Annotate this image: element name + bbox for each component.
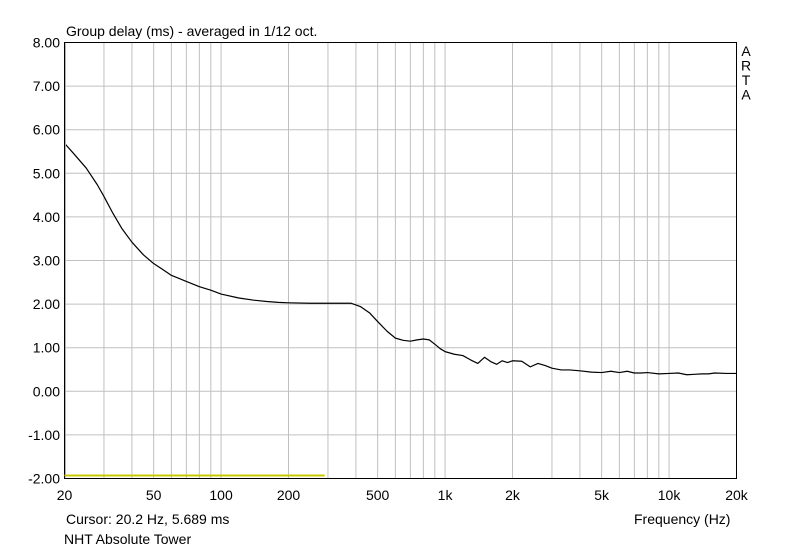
series-layer [64, 43, 737, 478]
x-tick-label: 200 [277, 487, 301, 503]
chart-title: Group delay (ms) - averaged in 1/12 oct. [66, 23, 317, 39]
plot-frame [64, 42, 737, 479]
y-tick-label: 1.00 [33, 340, 60, 356]
watermark-letter: R [741, 58, 751, 74]
y-tick-label: -1.00 [28, 427, 60, 443]
x-tick-label: 1k [438, 487, 454, 503]
x-axis-label: Frequency (Hz) [634, 511, 731, 527]
device-label: NHT Absolute Tower [64, 531, 192, 547]
series-line-group-delay [64, 142, 737, 376]
y-tick-label: 6.00 [33, 122, 60, 138]
y-tick-label: 7.00 [33, 78, 60, 94]
y-tick-label: 8.00 [33, 35, 60, 51]
x-tick-label: 2k [505, 487, 521, 503]
x-tick-label: 500 [366, 487, 390, 503]
y-tick-label: 3.00 [33, 253, 60, 269]
y-tick-label: 4.00 [33, 209, 60, 225]
x-tick-label: 100 [209, 487, 233, 503]
x-tick-label: 20k [725, 487, 749, 503]
y-tick-label: 0.00 [33, 383, 60, 399]
grid [64, 42, 737, 479]
x-tick-label: 5k [594, 487, 610, 503]
y-tick-label: 2.00 [33, 296, 60, 312]
axis-tick-labels: 8.00 7.00 6.00 5.00 4.00 3.00 2.00 1.00 0.00 -1.0… [28, 35, 749, 504]
watermark-letter: A [741, 43, 751, 59]
x-tick-label: 50 [146, 487, 162, 503]
y-tick-label: -2.00 [28, 471, 60, 487]
watermark-letter: T [742, 72, 751, 88]
x-tick-label: 10k [658, 487, 682, 503]
y-tick-label: 5.00 [33, 165, 60, 181]
x-tick-label: 20 [57, 487, 73, 503]
watermark-letter: A [741, 87, 751, 103]
cursor-readout: Cursor: 20.2 Hz, 5.689 ms [66, 511, 230, 527]
